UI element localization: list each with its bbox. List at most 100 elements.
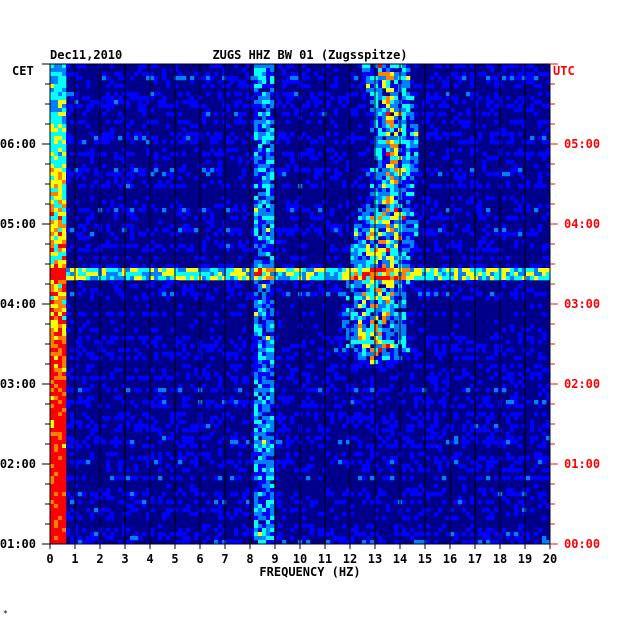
spectrogram-cell xyxy=(390,176,395,181)
spectrogram-cell xyxy=(58,424,63,429)
spectrogram-cell xyxy=(266,232,271,237)
spectrogram-cell xyxy=(126,356,131,361)
spectrogram-cell xyxy=(66,268,71,273)
spectrogram-cell xyxy=(254,212,259,217)
spectrogram-cell xyxy=(50,216,55,221)
spectrogram-cell xyxy=(410,416,415,421)
spectrogram-cell xyxy=(142,124,147,129)
spectrogram-cell xyxy=(434,292,439,297)
spectrogram-cell xyxy=(114,276,119,281)
spectrogram-cell xyxy=(278,428,283,433)
spectrogram-cell xyxy=(394,164,399,169)
spectrogram-cell xyxy=(54,376,59,381)
spectrogram-cell xyxy=(406,260,411,265)
spectrogram-cell xyxy=(242,244,247,249)
spectrogram-cell xyxy=(234,136,239,141)
spectrogram-cell xyxy=(406,164,411,169)
spectrogram-cell xyxy=(266,476,271,481)
spectrogram-cell xyxy=(410,136,415,141)
spectrogram-cell xyxy=(254,300,259,305)
spectrogram-cell xyxy=(194,140,199,145)
spectrogram-cell xyxy=(270,72,275,77)
spectrogram-cell xyxy=(202,240,207,245)
spectrogram-cell xyxy=(54,268,59,273)
spectrogram-cell xyxy=(258,308,263,313)
spectrogram-cell xyxy=(214,152,219,157)
spectrogram-cell xyxy=(390,284,395,289)
spectrogram-cell xyxy=(254,452,259,457)
spectrogram-cell xyxy=(422,284,427,289)
spectrogram-cell xyxy=(334,404,339,409)
spectrogram-cell xyxy=(134,168,139,173)
spectrogram-cell xyxy=(490,156,495,161)
spectrogram-cell xyxy=(302,284,307,289)
spectrogram-cell xyxy=(122,244,127,249)
spectrogram-cell xyxy=(58,300,63,305)
spectrogram-cell xyxy=(390,232,395,237)
spectrogram-cell xyxy=(366,80,371,85)
spectrogram-cell xyxy=(462,272,467,277)
spectrogram-cell xyxy=(530,336,535,341)
spectrogram-cell xyxy=(494,264,499,269)
spectrogram-cell xyxy=(78,444,83,449)
spectrogram-cell xyxy=(78,272,83,277)
spectrogram-cell xyxy=(330,120,335,125)
spectrogram-cell xyxy=(326,276,331,281)
spectrogram-cell xyxy=(282,460,287,465)
spectrogram-cell xyxy=(346,168,351,173)
spectrogram-cell xyxy=(326,104,331,109)
spectrogram-cell xyxy=(214,276,219,281)
spectrogram-cell xyxy=(134,276,139,281)
spectrogram-cell xyxy=(370,272,375,277)
spectrogram-cell xyxy=(378,172,383,177)
spectrogram-cell xyxy=(354,180,359,185)
spectrogram-cell xyxy=(50,424,55,429)
spectrogram-cell xyxy=(502,228,507,233)
spectrogram-cell xyxy=(514,152,519,157)
spectrogram-cell xyxy=(262,132,267,137)
spectrogram-cell xyxy=(382,108,387,113)
spectrogram-cell xyxy=(526,76,531,81)
spectrogram-cell xyxy=(262,252,267,257)
spectrogram-cell xyxy=(94,340,99,345)
spectrogram-cell xyxy=(50,452,55,457)
spectrogram-cell xyxy=(66,64,71,69)
spectrogram-cell xyxy=(386,64,391,69)
spectrogram-cell xyxy=(410,148,415,153)
spectrogram-cell xyxy=(326,224,331,229)
spectrogram-cell xyxy=(450,404,455,409)
spectrogram-cell xyxy=(378,152,383,157)
spectrogram-cell xyxy=(426,400,431,405)
spectrogram-cell xyxy=(146,376,151,381)
spectrogram-cell xyxy=(390,256,395,261)
spectrogram-cell xyxy=(366,228,371,233)
spectrogram-cell xyxy=(202,84,207,89)
spectrogram-cell xyxy=(394,216,399,221)
spectrogram-cell xyxy=(158,440,163,445)
spectrogram-cell xyxy=(262,268,267,273)
spectrogram-cell xyxy=(478,464,483,469)
spectrogram-cell xyxy=(142,104,147,109)
spectrogram-cell xyxy=(458,80,463,85)
spectrogram-cell xyxy=(130,224,135,229)
spectrogram-cell xyxy=(466,388,471,393)
spectrogram-cell xyxy=(546,164,551,169)
spectrogram-cell xyxy=(418,256,423,261)
spectrogram-cell xyxy=(90,196,95,201)
spectrogram-cell xyxy=(314,292,319,297)
spectrogram-cell xyxy=(314,376,319,381)
spectrogram-cell xyxy=(62,356,67,361)
spectrogram-cell xyxy=(370,256,375,261)
spectrogram-cell xyxy=(530,76,535,81)
spectrogram-cell xyxy=(162,344,167,349)
spectrogram-cell xyxy=(338,204,343,209)
spectrogram-cell xyxy=(374,324,379,329)
spectrogram-cell xyxy=(262,208,267,213)
spectrogram-cell xyxy=(478,380,483,385)
spectrogram-cell xyxy=(50,204,55,209)
spectrogram-cell xyxy=(526,400,531,405)
spectrogram-cell xyxy=(254,128,259,133)
spectrogram-cell xyxy=(202,208,207,213)
spectrogram-cell xyxy=(266,272,271,277)
spectrogram-cell xyxy=(422,292,427,297)
